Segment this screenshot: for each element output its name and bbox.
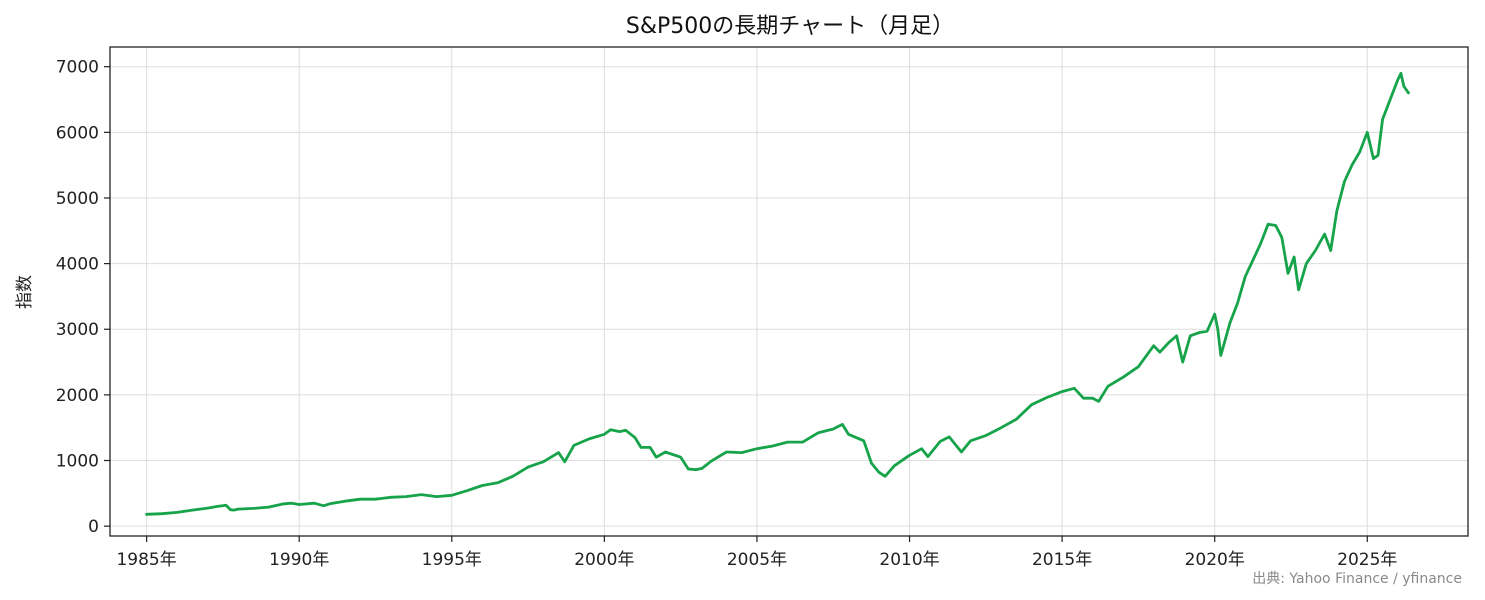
plot-frame <box>109 46 1469 537</box>
y-tick-label: 1000 <box>56 452 99 472</box>
x-tick-label: 1995年 <box>422 550 482 570</box>
y-tick-label: 6000 <box>56 123 99 143</box>
grid <box>110 47 1468 536</box>
y-tick-label: 0 <box>88 517 99 537</box>
x-tick-label: 2025年 <box>1337 550 1397 570</box>
x-tick-label: 2010年 <box>879 550 939 570</box>
x-tick-label: 2000年 <box>574 550 634 570</box>
y-tick-label: 2000 <box>56 386 99 406</box>
x-tick-label: 2015年 <box>1032 550 1092 570</box>
x-tick-label: 2020年 <box>1185 550 1245 570</box>
x-tick-label: 1990年 <box>269 550 329 570</box>
source-note: 出典: Yahoo Finance / yfinance <box>1252 571 1462 587</box>
x-axis: 1985年 1990年 1995年 2000年 2005年 2010年 2015年 2020年… <box>116 536 1397 570</box>
chart-title: S&P500の長期チャート（月足） <box>626 14 954 39</box>
y-tick-label: 5000 <box>56 189 99 209</box>
x-tick-label: 2005年 <box>727 550 787 570</box>
y-tick-label: 4000 <box>56 255 99 275</box>
y-tick-label: 3000 <box>56 320 99 340</box>
y-axis-label: 指数 <box>15 275 35 309</box>
y-axis: 0 1000 2000 3000 4000 5000 6000 7000 <box>56 58 110 537</box>
x-tick-label: 1985年 <box>116 550 176 570</box>
series-line <box>145 71 1410 516</box>
y-tick-label: 7000 <box>56 58 99 78</box>
plot-area <box>145 71 1410 516</box>
